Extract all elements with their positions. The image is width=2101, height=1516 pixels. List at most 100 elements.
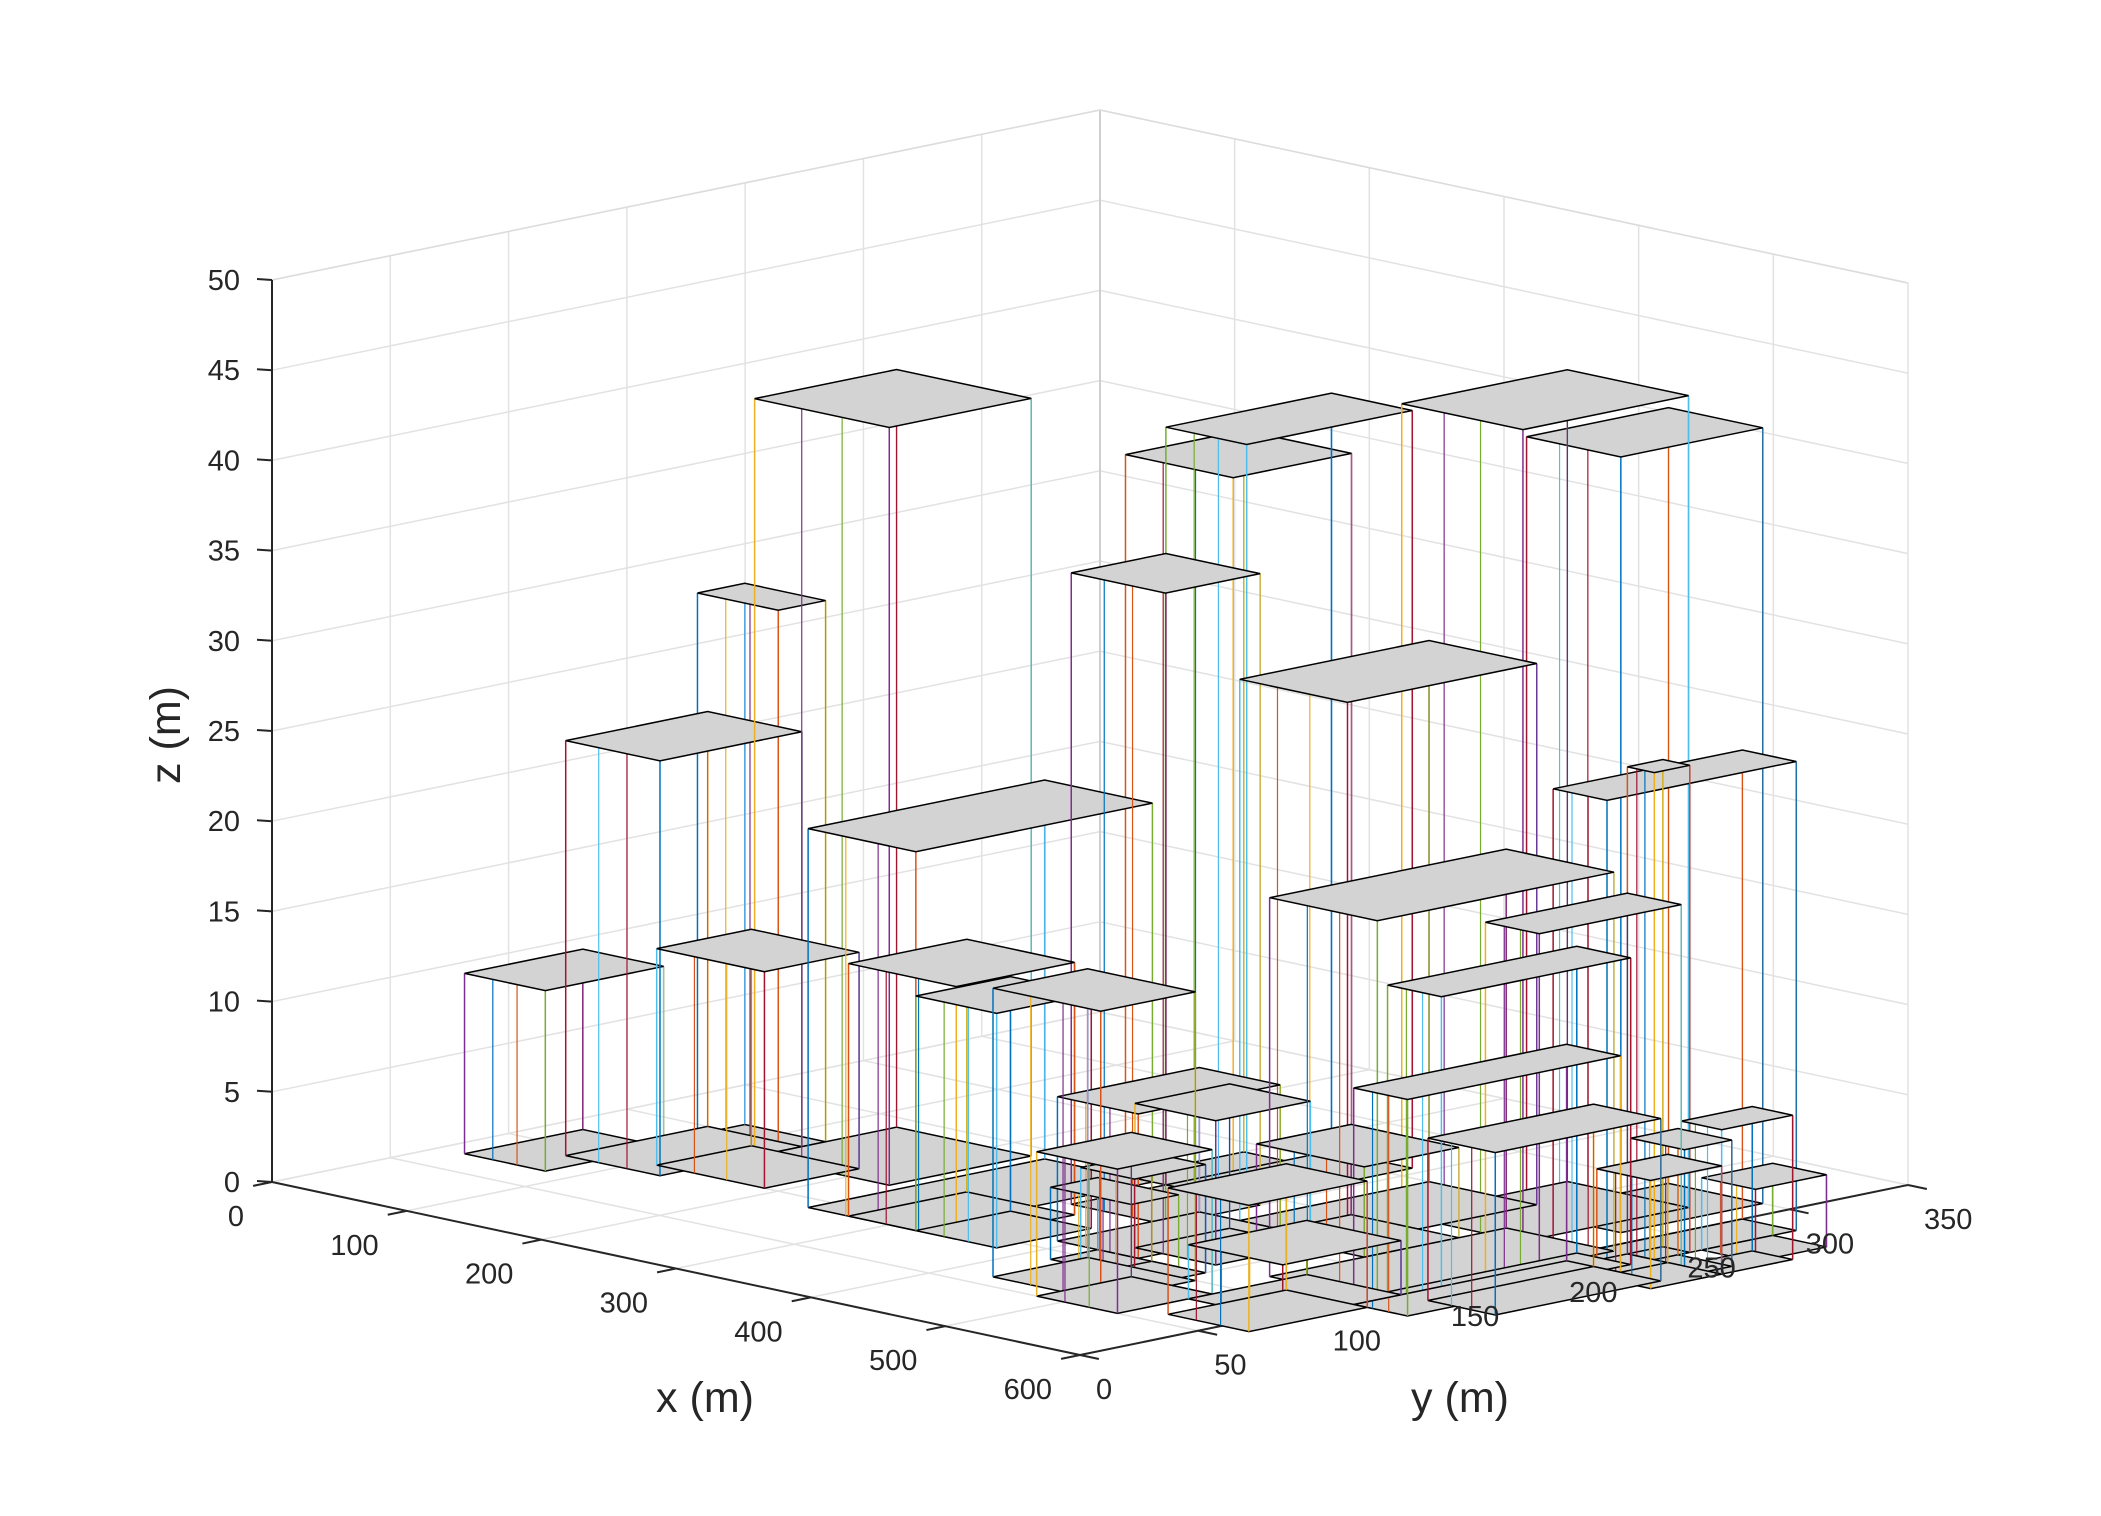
- building-roof: [464, 948, 664, 992]
- y-tick-label: 0: [1096, 1374, 1112, 1406]
- building-roof: [848, 938, 1075, 988]
- building-roof: [1125, 429, 1352, 479]
- grid-line-z-wall-x: [1099, 289, 1909, 465]
- z-tick-mark: [256, 368, 273, 372]
- building-roof: [1050, 1176, 1179, 1206]
- grid-line-z-wall-x: [1099, 470, 1909, 645]
- building-roof: [1167, 1162, 1368, 1207]
- y-tick-label: 250: [1687, 1253, 1735, 1285]
- grid-line-z-wall-x: [1099, 199, 1909, 374]
- z-tick-mark: [256, 278, 273, 281]
- z-tick-label: 5: [224, 1077, 240, 1109]
- grid-line-z-wall-y: [271, 470, 1101, 642]
- box-edge-top-y: [271, 109, 1101, 281]
- building: [1400, 368, 1690, 1243]
- grid-line-z-wall-x: [1099, 650, 1909, 825]
- x-axis-title: x (m): [656, 1374, 754, 1422]
- grid-line-z-wall-x: [1099, 379, 1909, 555]
- building-roof: [1071, 552, 1261, 594]
- y-tick-label: 100: [1333, 1325, 1381, 1357]
- z-tick-label: 15: [208, 896, 240, 928]
- x-tick-label: 600: [1004, 1374, 1052, 1406]
- building: [1167, 1162, 1368, 1333]
- z-tick-mark: [256, 909, 273, 913]
- x-tick-label: 200: [465, 1259, 513, 1291]
- z-tick-label: 40: [208, 445, 240, 477]
- z-tick-label: 45: [208, 355, 240, 387]
- grid-line-x-floor: [406, 1040, 1235, 1212]
- y-tick-mark: [1079, 1354, 1100, 1361]
- x-tick-mark: [387, 1209, 407, 1216]
- building-roof: [754, 368, 1032, 429]
- building-roof: [1165, 392, 1413, 446]
- x-tick-mark: [656, 1267, 677, 1274]
- z-tick-label: 20: [208, 806, 240, 838]
- y-tick-label: 350: [1924, 1204, 1972, 1236]
- building: [992, 968, 1197, 1301]
- y-axis-title: y (m): [1411, 1374, 1509, 1422]
- z-tick-label: 30: [208, 626, 240, 658]
- building-roof: [1057, 1066, 1281, 1115]
- box-edge-top-x: [1099, 109, 1909, 284]
- building-roof: [1239, 639, 1537, 704]
- z-tick-label: 35: [208, 536, 240, 568]
- grid-line-z-wall-y: [271, 830, 1101, 1003]
- x-tick-mark: [791, 1296, 811, 1303]
- building-roof: [1134, 1083, 1311, 1122]
- y-tick-label: 50: [1214, 1350, 1246, 1382]
- x-tick-label: 100: [330, 1230, 378, 1262]
- building-roof: [807, 779, 1153, 853]
- grid-line-z-wall-y: [271, 289, 1101, 462]
- building: [1427, 1103, 1662, 1316]
- building-roof: [697, 582, 826, 612]
- z-tick-mark: [256, 999, 273, 1003]
- grid-line-z-wall-y: [271, 199, 1101, 371]
- z-tick-label: 0: [224, 1167, 240, 1199]
- x-tick-mark: [1060, 1354, 1081, 1360]
- chart-grid: [271, 109, 1909, 1356]
- z-tick-mark: [256, 729, 273, 732]
- building-roof: [992, 968, 1196, 1013]
- building-roof: [1353, 1043, 1621, 1101]
- building-roof: [1526, 406, 1763, 458]
- grid-line-z-wall-y: [271, 1011, 1101, 1183]
- y-tick-label: 300: [1806, 1228, 1854, 1260]
- grid-line-z-wall-y: [271, 740, 1101, 913]
- x-tick-label: 300: [600, 1288, 648, 1320]
- z-tick-label: 10: [208, 987, 240, 1019]
- y-tick-mark: [1198, 1329, 1218, 1336]
- grid-line-z-wall-y: [271, 560, 1101, 732]
- x-tick-label: 400: [734, 1316, 782, 1348]
- building-roof: [1269, 848, 1615, 922]
- x-tick-label: 500: [869, 1345, 917, 1377]
- z-tick-mark: [256, 548, 273, 552]
- grid-line-z-wall-x: [1099, 560, 1909, 735]
- building-roof: [1401, 368, 1689, 431]
- building-roof: [1485, 892, 1682, 935]
- building: [847, 938, 1076, 1240]
- z-tick-label: 25: [208, 716, 240, 748]
- building-roof: [1701, 1162, 1827, 1191]
- building-roof: [1427, 1103, 1662, 1154]
- z-tick-label: 50: [208, 265, 240, 297]
- y-tick-mark: [1907, 1184, 1928, 1191]
- z-tick-mark: [256, 1089, 273, 1093]
- y-tick-label: 150: [1451, 1301, 1499, 1333]
- building-roof: [1036, 1131, 1213, 1170]
- building-roof: [1387, 945, 1631, 998]
- building-roof: [1627, 758, 1690, 774]
- chart-buildings: [463, 368, 1828, 1333]
- building-roof: [1188, 1219, 1402, 1266]
- x-tick-mark: [926, 1325, 946, 1332]
- z-tick-mark: [256, 1180, 273, 1183]
- z-tick-mark: [256, 458, 273, 462]
- x-tick-mark: [522, 1238, 542, 1245]
- z-axis-title: z (m): [142, 686, 190, 784]
- y-tick-label: 200: [1569, 1277, 1617, 1309]
- building-roof: [1596, 1153, 1722, 1182]
- grid-line-z-wall-x: [1099, 740, 1909, 916]
- x-tick-label: 0: [228, 1201, 244, 1233]
- z-tick-mark: [256, 638, 273, 642]
